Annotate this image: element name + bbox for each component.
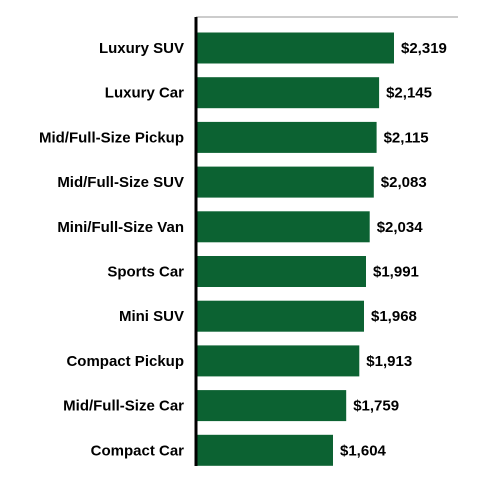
category-label: Luxury SUV — [99, 40, 184, 57]
bar — [196, 345, 360, 377]
bar — [196, 434, 333, 466]
category-label: Mini/Full-Size Van — [57, 219, 184, 236]
value-label: $2,034 — [377, 219, 424, 236]
value-label: $1,991 — [373, 264, 419, 281]
category-labels-group: Luxury SUV Luxury Car Mid/Full-Size Pickup… — [39, 40, 184, 459]
value-label: $1,913 — [366, 353, 412, 370]
bar — [196, 211, 370, 243]
value-label: $1,604 — [340, 442, 387, 459]
value-label: $2,115 — [384, 129, 429, 146]
category-label: Compact Car — [91, 442, 185, 459]
value-label: $2,083 — [381, 174, 427, 191]
category-label: Mid/Full-Size SUV — [57, 174, 184, 191]
category-label: Luxury Car — [105, 85, 184, 102]
bar — [196, 32, 394, 64]
category-label: Compact Pickup — [66, 353, 184, 370]
value-label: $1,759 — [353, 398, 399, 415]
bar — [196, 300, 364, 332]
category-label: Sports Car — [107, 264, 184, 281]
bar — [196, 390, 347, 422]
value-label: $2,145 — [386, 85, 432, 102]
bar — [196, 121, 377, 153]
bars-group — [196, 32, 394, 466]
bar — [196, 256, 366, 287]
bar — [196, 77, 380, 109]
value-label: $1,968 — [371, 308, 417, 325]
category-label: Mini SUV — [119, 308, 184, 325]
value-label: $2,319 — [401, 40, 447, 57]
category-label: Mid/Full-Size Pickup — [39, 129, 184, 146]
bar — [196, 166, 374, 198]
value-labels-group: $2,319 $2,145 $2,115 $2,083 $2,034 $1,991 $1,9… — [340, 40, 447, 459]
category-label: Mid/Full-Size Car — [63, 398, 184, 415]
